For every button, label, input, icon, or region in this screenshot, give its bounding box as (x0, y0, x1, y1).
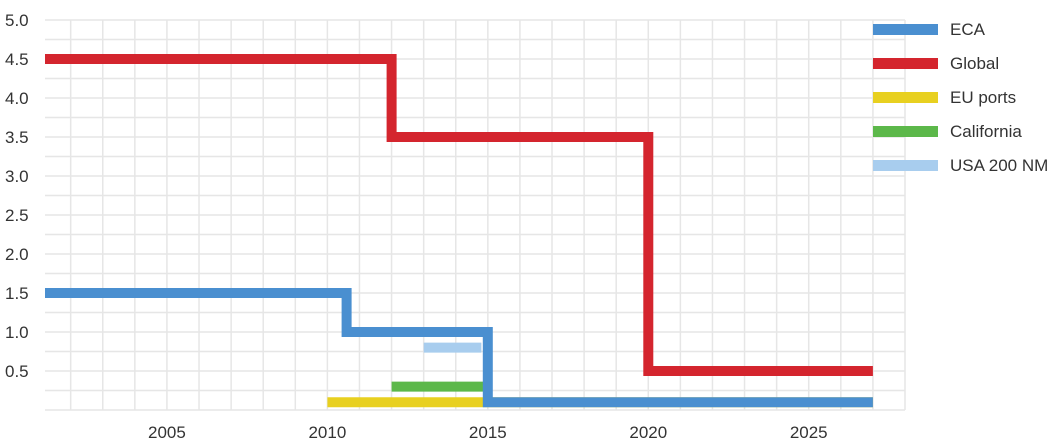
y-tick-label: 3.5 (5, 128, 29, 147)
y-tick-label: 4.0 (5, 89, 29, 108)
legend-swatch-global (873, 58, 938, 69)
x-tick-label: 2025 (790, 423, 828, 441)
legend-swatch-eca (873, 24, 938, 35)
y-axis: 0.5 1.0 1.5 2.0 2.5 3.0 3.5 4.0 4.5 5.0 (5, 11, 29, 381)
legend-swatch-usa-200-nm (873, 160, 938, 171)
x-tick-label: 2020 (629, 423, 667, 441)
y-tick-label: 0.5 (5, 362, 29, 381)
legend-label-global: Global (950, 54, 999, 73)
legend-label-usa-200-nm: USA 200 NM (950, 156, 1048, 175)
series-line-eca (45, 288, 873, 408)
y-tick-label: 1.0 (5, 323, 29, 342)
legend-swatch-california (873, 126, 938, 137)
grid (45, 19, 906, 411)
y-tick-label: 3.0 (5, 167, 29, 186)
legend: ECA Global EU ports California USA 200 NM (873, 20, 1048, 175)
y-tick-label: 2.0 (5, 245, 29, 264)
x-tick-label: 2010 (308, 423, 346, 441)
legend-label-eu-ports: EU ports (950, 88, 1016, 107)
series-line-global (45, 54, 873, 376)
x-tick-label: 2015 (469, 423, 507, 441)
y-tick-label: 5.0 (5, 11, 29, 30)
legend-label-california: California (950, 122, 1022, 141)
x-axis: 2005 2010 2015 2020 2025 (148, 423, 828, 441)
legend-swatch-eu-ports (873, 92, 938, 103)
legend-label-eca: ECA (950, 20, 986, 39)
x-tick-label: 2005 (148, 423, 186, 441)
y-tick-label: 4.5 (5, 50, 29, 69)
y-tick-label: 2.5 (5, 206, 29, 225)
series-group (45, 54, 873, 408)
y-tick-label: 1.5 (5, 284, 29, 303)
